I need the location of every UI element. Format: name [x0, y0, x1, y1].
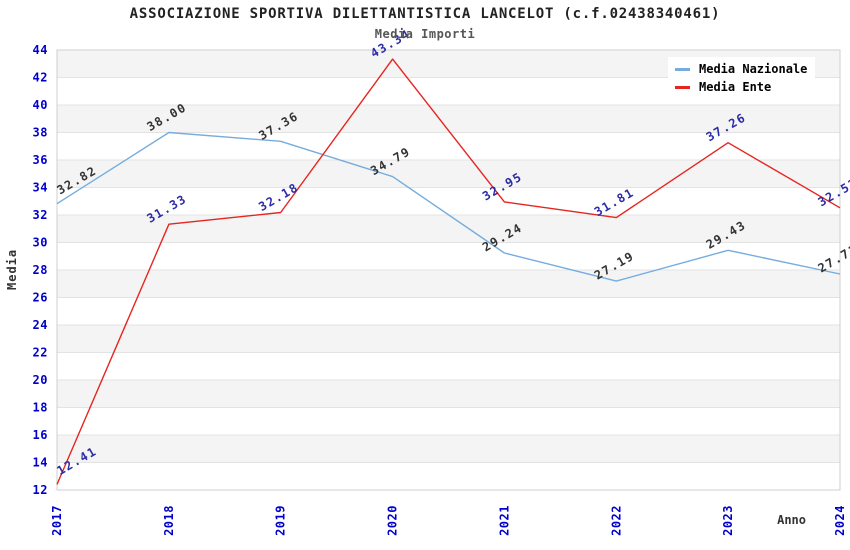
y-tick-label: 42 — [33, 71, 48, 85]
chart-subtitle: Media Importi — [374, 27, 476, 41]
y-tick-label: 20 — [33, 373, 48, 387]
x-axis-title: Anno — [777, 513, 806, 527]
y-tick-label: 22 — [33, 346, 48, 360]
grid-band — [57, 435, 840, 463]
legend-label: Media Ente — [699, 80, 772, 94]
y-tick-label: 38 — [33, 126, 48, 140]
x-tick-label: 2022 — [609, 505, 623, 536]
y-tick-label: 24 — [33, 318, 48, 332]
grid-band — [57, 105, 840, 133]
y-tick-label: 18 — [33, 401, 48, 415]
y-tick-label: 12 — [33, 483, 48, 497]
x-tick-label: 2020 — [386, 505, 400, 536]
y-tick-label: 32 — [33, 208, 48, 222]
y-tick-label: 16 — [33, 428, 48, 442]
series-line-media-nazionale — [56, 131, 841, 282]
chart-title: ASSOCIAZIONE SPORTIVA DILETTANTISTICA LA… — [129, 6, 721, 22]
y-tick-label: 28 — [33, 263, 48, 277]
legend-entry-media-nazionale: Media Nazionale — [675, 60, 807, 78]
x-tick-label: 2018 — [162, 505, 176, 536]
legend-line-swatch-red — [675, 85, 690, 89]
grid-band — [57, 270, 840, 298]
y-tick-label: 40 — [33, 98, 48, 112]
y-tick-label: 14 — [33, 456, 48, 470]
legend-label: Media Nazionale — [699, 62, 808, 76]
x-tick-label: 2023 — [721, 505, 735, 536]
x-tick-label: 2021 — [497, 505, 511, 536]
legend: Media Nazionale Media Ente — [668, 57, 816, 99]
legend-entry-media-ente: Media Ente — [675, 78, 807, 96]
y-axis-title: Media — [5, 248, 19, 290]
x-tick-label: 2024 — [833, 505, 847, 536]
series-line-media-ente — [56, 58, 841, 485]
y-tick-label: 34 — [33, 181, 48, 195]
y-tick-label: 30 — [33, 236, 48, 250]
plot-border — [56, 49, 841, 491]
legend-line-swatch-blue — [675, 67, 690, 71]
x-tick-label: 2017 — [50, 505, 64, 536]
x-tick-label: 2019 — [274, 505, 288, 536]
grid-band — [57, 325, 840, 353]
y-tick-label: 44 — [33, 43, 48, 57]
grid-band — [57, 160, 840, 188]
y-tick-label: 36 — [33, 153, 48, 167]
data-label: 31.81 — [592, 185, 637, 219]
grid-band — [57, 380, 840, 408]
grid-band — [57, 215, 840, 243]
y-tick-label: 26 — [33, 291, 48, 305]
